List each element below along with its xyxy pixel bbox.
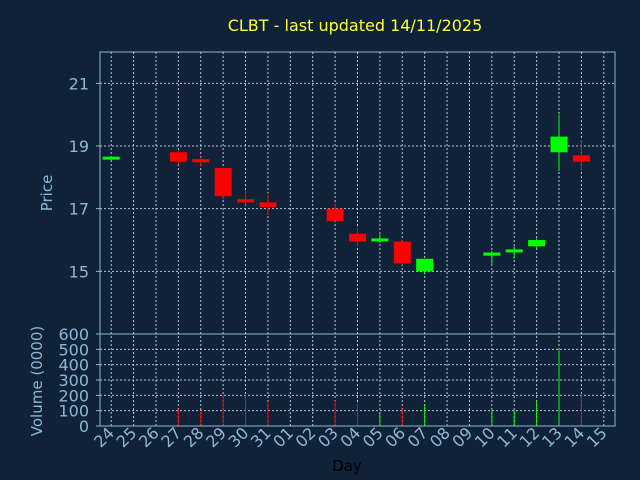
- volume-tick-label: 0: [79, 417, 89, 436]
- candle-body: [371, 238, 389, 242]
- candle-body: [237, 199, 255, 203]
- candle-body: [102, 156, 120, 160]
- candle-body: [572, 155, 590, 162]
- candle-body: [416, 258, 434, 272]
- price-tick-label: 15: [69, 262, 89, 281]
- x-axis-label: Day: [332, 457, 362, 475]
- price-tick-label: 17: [69, 200, 89, 219]
- volume-bars: [110, 349, 582, 426]
- volume-axis-label: Volume (0000): [28, 326, 46, 436]
- volume-tick-label: 400: [58, 356, 89, 375]
- chart-title: CLBT - last updated 14/11/2025: [228, 16, 483, 35]
- candle-body: [349, 233, 366, 242]
- price-tick-label: 19: [69, 137, 89, 156]
- volume-tick-label: 600: [58, 325, 89, 344]
- candle-body: [326, 208, 344, 222]
- volume-tick-label: 300: [58, 371, 89, 390]
- candle-body: [528, 240, 546, 247]
- price-tick-label: 21: [69, 74, 89, 93]
- volume-tick-label: 200: [58, 386, 89, 405]
- candle-body: [192, 159, 210, 163]
- axis-ticks: 2425262728293031010203040506070809101112…: [58, 74, 610, 451]
- x-tick-label: 15: [583, 423, 611, 451]
- candle-body: [483, 252, 501, 256]
- volume-tick-label: 100: [58, 402, 89, 421]
- candle-body: [214, 167, 232, 197]
- candles: [102, 114, 590, 275]
- candle-body: [169, 152, 187, 162]
- candle-body: [505, 249, 523, 253]
- volume-tick-label: 500: [58, 340, 89, 359]
- candle-body: [550, 136, 568, 153]
- candle-body: [259, 202, 277, 208]
- price-axis-label: Price: [38, 175, 56, 212]
- candle-body: [393, 241, 411, 264]
